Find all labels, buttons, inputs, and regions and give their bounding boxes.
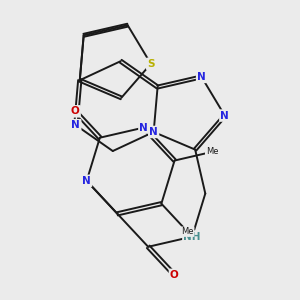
Text: O: O <box>170 270 179 280</box>
Text: N: N <box>197 72 206 82</box>
Text: S: S <box>147 59 154 69</box>
Text: O: O <box>71 106 80 116</box>
Text: Me: Me <box>181 227 194 236</box>
Text: N: N <box>149 127 158 137</box>
Text: Me: Me <box>206 147 218 156</box>
Text: N: N <box>71 120 80 130</box>
Text: NH: NH <box>183 232 201 242</box>
Text: N: N <box>82 176 91 186</box>
Text: N: N <box>140 123 148 133</box>
Text: N: N <box>220 111 229 121</box>
